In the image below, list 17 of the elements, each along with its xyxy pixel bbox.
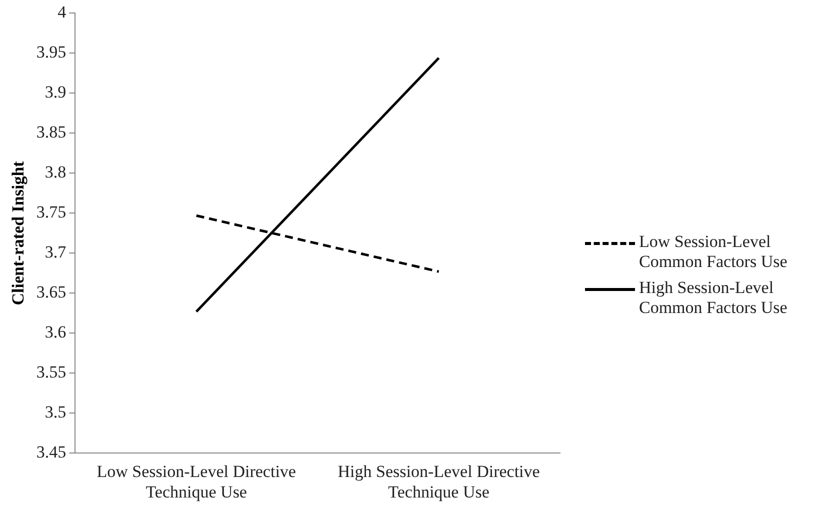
y-tick-label: 3.75 bbox=[36, 202, 66, 222]
legend-label: High Session-Level Common Factors Use bbox=[639, 278, 788, 318]
y-tick-label: 3.45 bbox=[36, 442, 66, 462]
legend-label: Low Session-Level Common Factors Use bbox=[639, 232, 788, 272]
y-tick-label: 3.8 bbox=[44, 162, 66, 182]
y-tick-label: 3.65 bbox=[36, 282, 66, 302]
y-tick-label: 4 bbox=[58, 2, 67, 22]
x-tick-label: High Session-Level Directive Technique Use bbox=[338, 462, 540, 502]
x-tick-label: Low Session-Level Directive Technique Use bbox=[96, 462, 296, 502]
y-tick-label: 3.55 bbox=[36, 362, 66, 382]
y-tick-label: 3.85 bbox=[36, 122, 66, 142]
y-tick-label: 3.6 bbox=[44, 322, 66, 342]
y-tick-label: 3.5 bbox=[44, 402, 66, 422]
y-tick-label: 3.9 bbox=[44, 82, 66, 102]
y-tick-label: 3.95 bbox=[36, 42, 66, 62]
y-tick-label: 3.7 bbox=[44, 242, 67, 262]
y-axis-title: Client-rated Insight bbox=[8, 160, 28, 306]
